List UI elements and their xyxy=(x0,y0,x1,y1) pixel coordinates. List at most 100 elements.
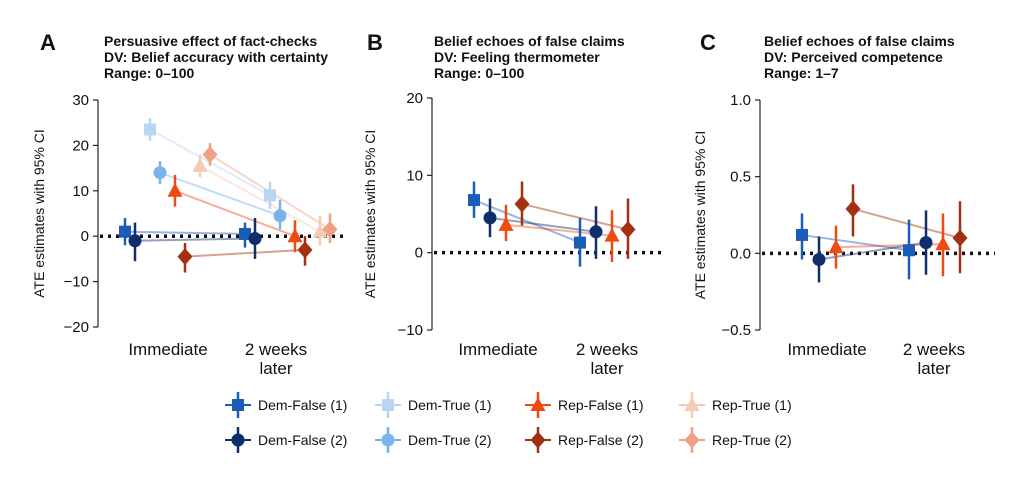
data-point: Dem-False (2) — Immediate: -1 xyxy=(128,222,142,262)
y-tick-label: 30 xyxy=(72,92,89,109)
panel-title-line: Range: 0–100 xyxy=(104,65,194,81)
legend-label: Dem-False (1) xyxy=(258,397,347,413)
data-point: Rep-False (1) — Immediate: 3.6 xyxy=(498,204,514,242)
x-category-label: Immediate xyxy=(787,340,866,359)
point-marker: Dem-True (2) — 2 weeks later: 4.5 xyxy=(273,209,287,223)
y-axis-label: ATE estimates with 95% CI xyxy=(692,131,708,300)
point-marker: Rep-True (2) — 2 weeks later: 1.5 xyxy=(322,220,338,238)
point-marker: Dem-True (1) — Immediate: 23.5 xyxy=(144,123,156,136)
legend-item: Rep-False (2) xyxy=(525,427,644,453)
point-marker: Rep-False (1) — 2 weeks later: 0.06 xyxy=(935,236,951,251)
legend-item: Rep-True (2) xyxy=(679,427,792,453)
point-marker: Dem-True (2) — Immediate: 14 xyxy=(153,166,167,180)
data-point: Rep-False (2) — 2 weeks later: -3 xyxy=(297,236,313,266)
point-marker: Rep-False (1) — Immediate: 10 xyxy=(167,182,183,197)
data-point: Rep-False (1) — Immediate: 0.04 xyxy=(828,225,844,269)
series-connector-line xyxy=(159,171,281,217)
y-tick-label: −20 xyxy=(64,319,89,336)
data-point: Rep-False (2) — Immediate: -4.5 xyxy=(177,243,193,273)
point-marker: Rep-False (1) — Immediate: 3.6 xyxy=(498,216,514,231)
legend-marker xyxy=(684,431,700,449)
point-marker: Rep-False (1) — Immediate: 0.04 xyxy=(828,239,844,254)
data-point: Rep-False (2) — 2 weeks later: 0.1 xyxy=(952,201,968,274)
point-marker: Dem-True (1) — 2 weeks later: 9 xyxy=(264,189,276,202)
x-category-label: 2 weeks xyxy=(245,340,307,359)
x-category-label: Immediate xyxy=(458,340,537,359)
data-point: Rep-True (1) — Immediate: 15.5 xyxy=(192,154,208,178)
y-tick-label: 20 xyxy=(406,90,423,107)
y-tick-label: 0.5 xyxy=(730,169,751,186)
data-point: Rep-False (2) — Immediate: 6.3 xyxy=(514,181,530,226)
point-marker: Dem-False (2) — Immediate: -1 xyxy=(128,234,142,248)
point-marker: Dem-False (2) — Immediate: 4.5 xyxy=(483,211,497,225)
y-axis-label: ATE estimates with 95% CI xyxy=(31,129,47,298)
point-marker: Dem-False (1) — Immediate: 6.8 xyxy=(468,194,480,207)
data-point: Dem-True (2) — 2 weeks later: 4.5 xyxy=(273,199,287,230)
point-marker: Rep-False (2) — 2 weeks later: 3 xyxy=(620,220,636,238)
legend-item: Dem-True (1) xyxy=(375,392,492,418)
data-point: Dem-False (1) — Immediate: 0.12 xyxy=(796,213,808,260)
data-point: Rep-True (2) — 2 weeks later: 1.5 xyxy=(322,213,338,244)
legend-item: Dem-False (1) xyxy=(225,392,347,418)
data-point: Dem-False (2) — Immediate: -0.04 xyxy=(812,236,826,283)
legend-item: Rep-True (1) xyxy=(679,392,792,418)
point-marker: Rep-True (2) — Immediate: 18 xyxy=(202,145,218,163)
y-axis-label: ATE estimates with 95% CI xyxy=(362,130,378,299)
x-category-label: Immediate xyxy=(128,340,207,359)
data-point: Rep-False (1) — 2 weeks later: 0 xyxy=(287,220,303,253)
point-marker: Rep-False (1) — 2 weeks later: 2.2 xyxy=(604,227,620,242)
x-category-label: later xyxy=(259,359,292,378)
y-tick-label: −10 xyxy=(64,274,89,291)
data-point: Dem-False (2) — 2 weeks later: 2.7 xyxy=(589,206,603,259)
panel-title-line: Range: 0–100 xyxy=(434,65,524,81)
y-tick-label: 10 xyxy=(72,183,89,200)
y-tick-label: 0 xyxy=(415,245,423,262)
legend-item: Dem-True (2) xyxy=(375,427,492,453)
data-point: Dem-False (1) — 2 weeks later: 0.02 xyxy=(903,219,915,280)
legend-label: Rep-False (1) xyxy=(558,397,644,413)
x-category-label: later xyxy=(917,359,950,378)
point-marker: Rep-False (2) — 2 weeks later: 0.1 xyxy=(952,229,968,247)
panel-letter: A xyxy=(40,30,56,55)
point-marker: Dem-False (2) — Immediate: -0.04 xyxy=(812,252,826,266)
legend-marker xyxy=(231,433,245,447)
series-connector-line xyxy=(521,202,629,231)
data-point: Rep-False (2) — 2 weeks later: 3 xyxy=(620,198,636,259)
data-point: Rep-False (2) — Immediate: 0.29 xyxy=(845,184,861,237)
point-marker: Rep-True (1) — 2 weeks later: 1 xyxy=(312,223,328,238)
legend-marker xyxy=(684,397,700,411)
panel-title-line: Persuasive effect of fact-checks xyxy=(104,33,317,49)
data-point: Dem-True (1) — Immediate: 23.5 xyxy=(144,118,156,141)
data-point: Dem-False (1) — Immediate: 6.8 xyxy=(468,181,480,218)
legend-label: Rep-True (1) xyxy=(712,397,792,413)
point-marker: Dem-False (1) — Immediate: 0.12 xyxy=(796,228,808,241)
point-marker: Dem-False (1) — 2 weeks later: 0.02 xyxy=(903,244,915,257)
y-tick-label: 0 xyxy=(81,228,89,245)
legend-marker xyxy=(382,399,394,411)
legend-label: Dem-True (1) xyxy=(408,397,492,413)
legend-marker xyxy=(381,433,395,447)
legend-item: Dem-False (2) xyxy=(225,427,347,453)
y-tick-label: 0.0 xyxy=(730,245,751,262)
y-tick-label: 1.0 xyxy=(730,92,751,109)
series-connector-line xyxy=(174,189,296,238)
x-category-label: later xyxy=(590,359,623,378)
point-marker: Dem-False (2) — 2 weeks later: 0.07 xyxy=(919,236,933,250)
panel-title-line: DV: Belief accuracy with certainty xyxy=(104,49,328,65)
data-point: Rep-False (1) — 2 weeks later: 0.06 xyxy=(935,213,951,277)
panel-title-line: DV: Feeling thermometer xyxy=(434,49,600,65)
legend: Dem-False (1) Dem-True (1) Rep-False (1) Re… xyxy=(225,392,792,453)
point-marker: Rep-False (2) — Immediate: 6.3 xyxy=(514,195,530,213)
point-marker: Dem-False (1) — 2 weeks later: 0.5 xyxy=(239,227,251,240)
data-point: Dem-False (2) — 2 weeks later: -0.5 xyxy=(248,218,262,259)
point-marker: Dem-False (1) — Immediate: 1 xyxy=(119,225,131,238)
point-marker: Rep-False (2) — Immediate: -4.5 xyxy=(177,248,193,266)
x-category-label: 2 weeks xyxy=(903,340,965,359)
panel-letter: B xyxy=(367,30,383,55)
panel-title-line: Range: 1–7 xyxy=(764,65,839,81)
data-point: Rep-True (2) — Immediate: 18 xyxy=(202,143,218,166)
